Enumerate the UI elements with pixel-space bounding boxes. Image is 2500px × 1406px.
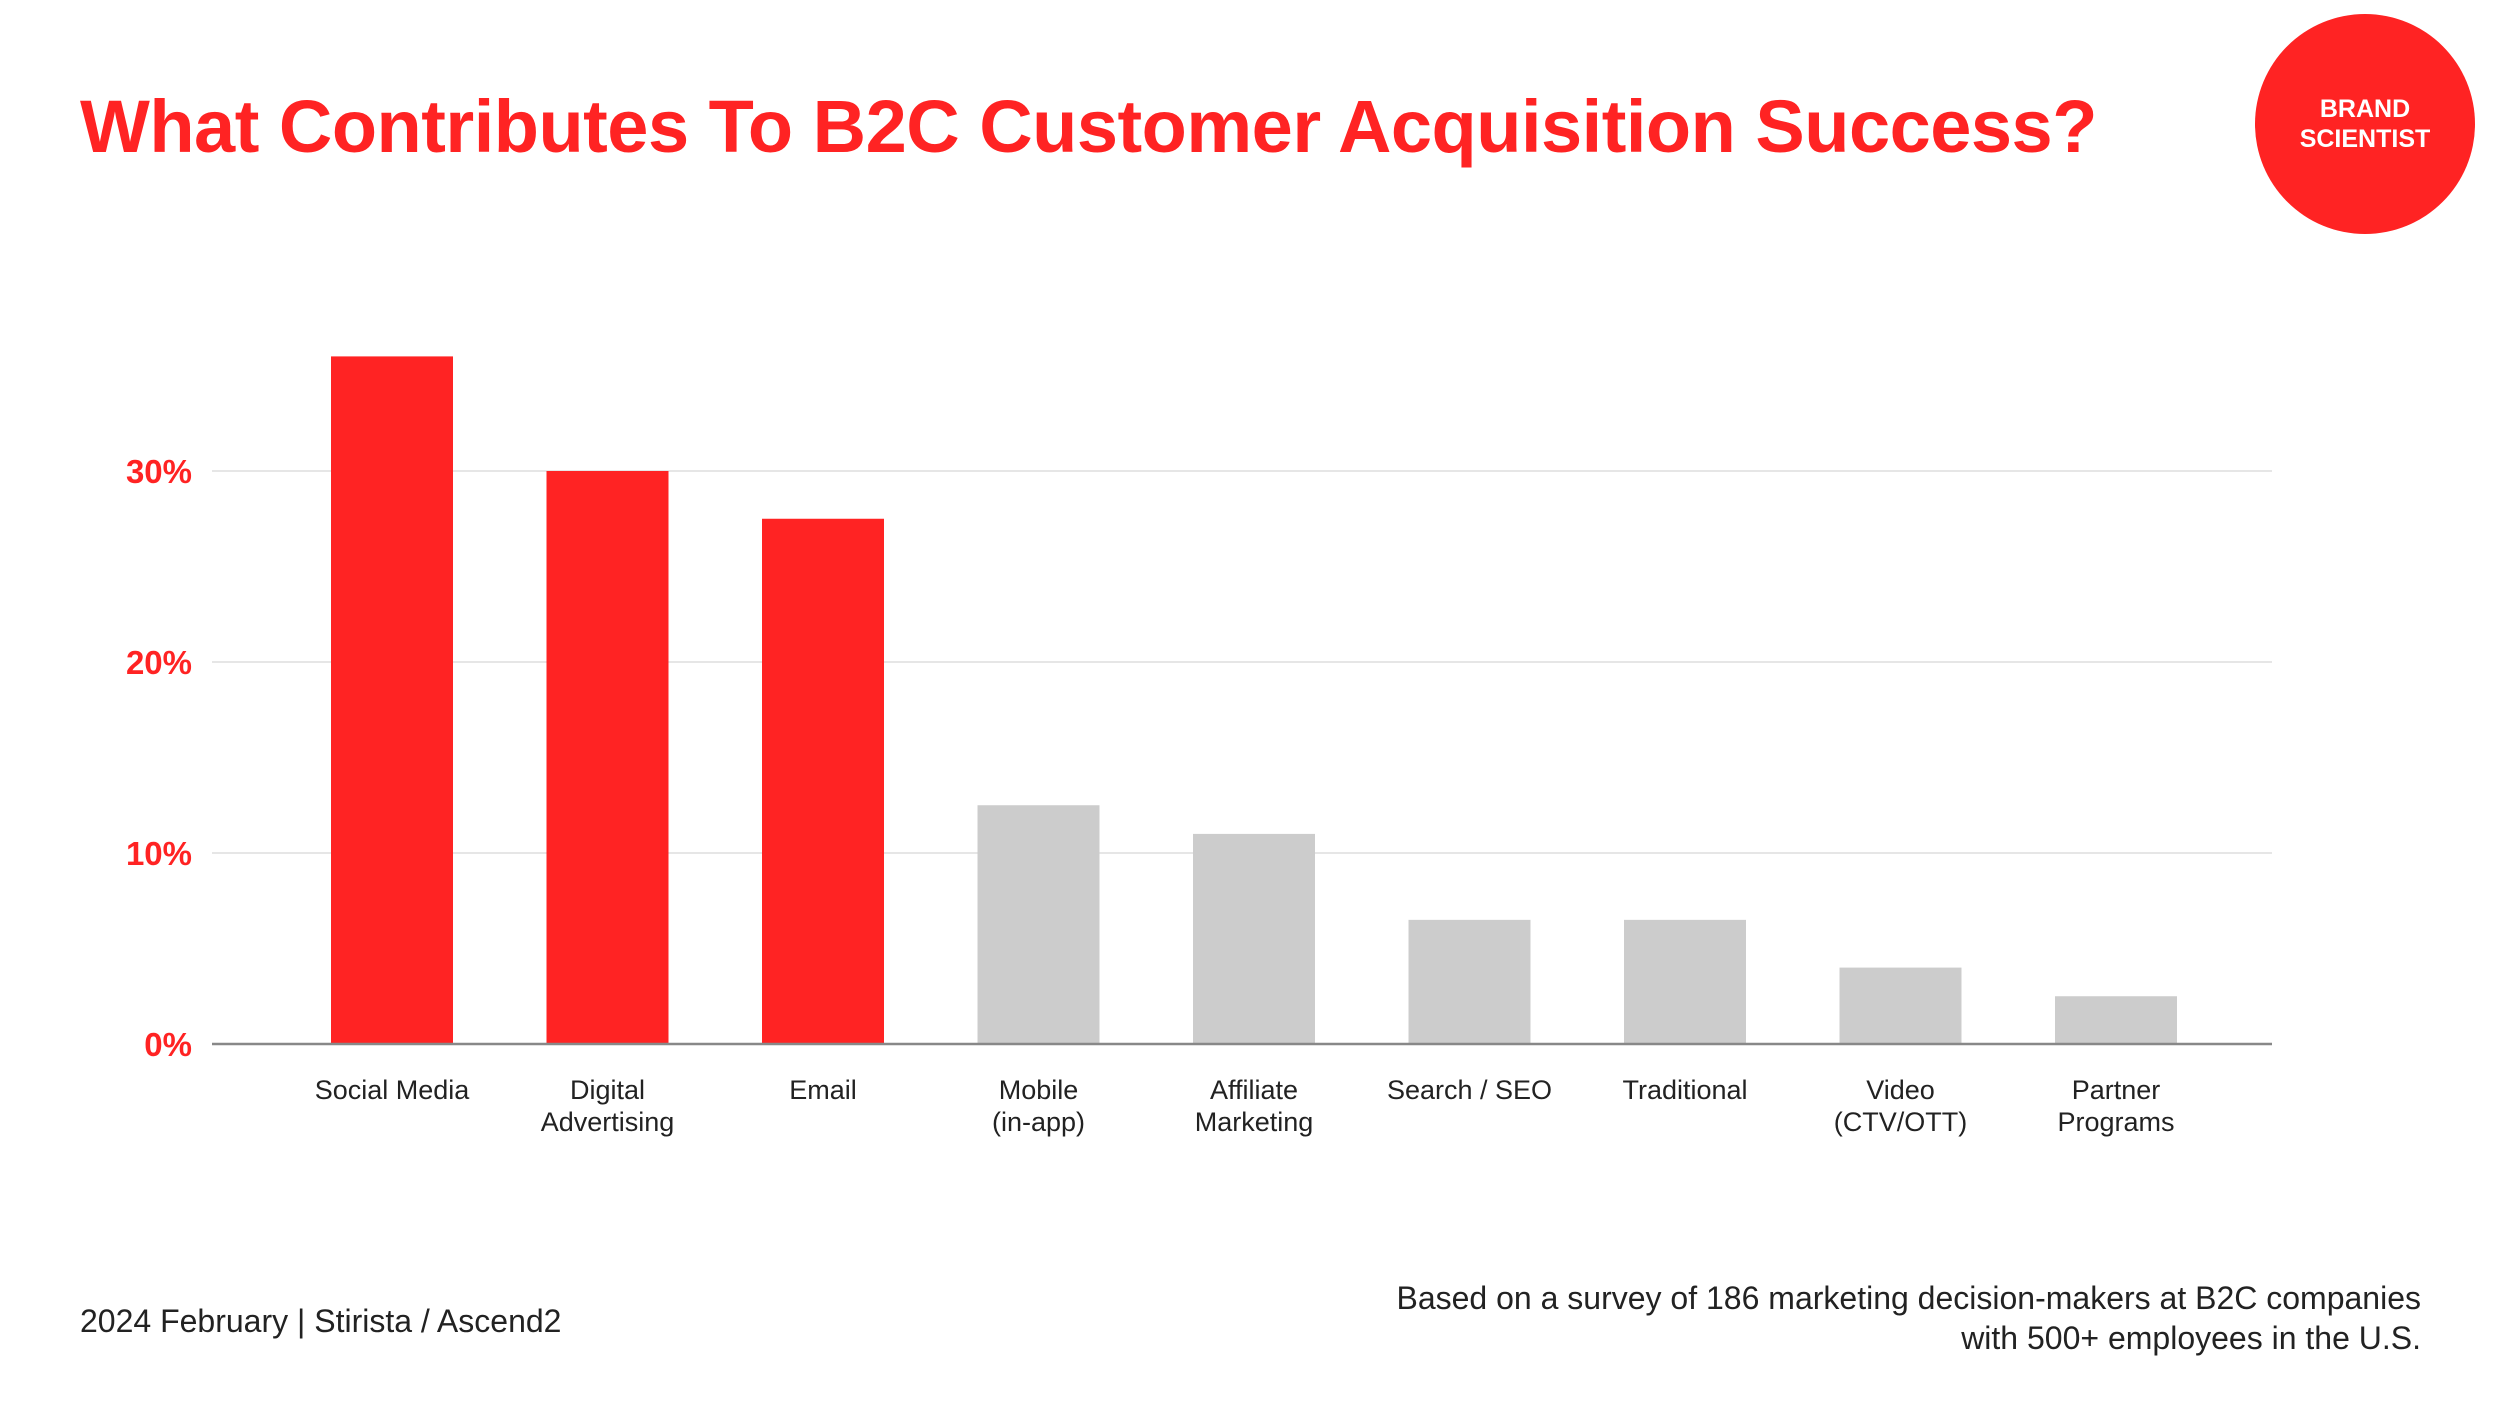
bar bbox=[1193, 833, 1315, 1044]
bar bbox=[977, 805, 1100, 1044]
x-tick-label: Mobile (in-app) bbox=[992, 1075, 1085, 1137]
survey-note: Based on a survey of 186 marketing decis… bbox=[1396, 1278, 2421, 1358]
y-tick-labels: 0% 10% 20% 30% bbox=[126, 453, 192, 1063]
bar bbox=[546, 471, 669, 1044]
logo-line-1: BRAND bbox=[2319, 95, 2411, 123]
x-tick-label: Social Media bbox=[315, 1075, 471, 1105]
x-tick-label-line: Marketing bbox=[1195, 1107, 1314, 1137]
x-tick-label-line: (CTV/OTT) bbox=[1834, 1107, 1967, 1137]
bar bbox=[1624, 919, 1746, 1044]
x-tick-label-line: Programs bbox=[2057, 1107, 2174, 1137]
x-tick-labels: Social Media Digital Advertising Email Mobil… bbox=[315, 1075, 2175, 1137]
bar bbox=[1408, 919, 1531, 1044]
x-tick-label-line: Traditional bbox=[1622, 1075, 1747, 1105]
x-tick-label-line: Video bbox=[1866, 1075, 1935, 1105]
y-tick-label: 10% bbox=[126, 835, 192, 872]
x-tick-label: Search / SEO bbox=[1387, 1075, 1552, 1105]
x-tick-label-line: Search / SEO bbox=[1387, 1075, 1552, 1105]
x-tick-label-line: (in-app) bbox=[992, 1107, 1085, 1137]
bars bbox=[331, 356, 2177, 1044]
logo-line-2: SCIENTIST bbox=[2299, 125, 2431, 153]
bar bbox=[762, 518, 884, 1044]
x-tick-label-line: Affiliate bbox=[1210, 1075, 1298, 1105]
x-tick-label-line: Email bbox=[789, 1075, 857, 1105]
y-tick-label: 30% bbox=[126, 453, 192, 490]
x-tick-label-line: Partner bbox=[2072, 1075, 2161, 1105]
y-tick-label: 0% bbox=[144, 1026, 192, 1063]
x-tick-label: Traditional bbox=[1622, 1075, 1747, 1105]
source-note: 2024 February | Stirista / Ascend2 bbox=[80, 1303, 562, 1339]
brand-logo: BRAND SCIENTIST bbox=[2255, 14, 2475, 234]
survey-note-line-1: Based on a survey of 186 marketing decis… bbox=[1396, 1280, 2421, 1316]
x-tick-label-line: Mobile bbox=[999, 1075, 1079, 1105]
x-tick-label-line: Social Media bbox=[315, 1075, 471, 1105]
x-tick-label: Partner Programs bbox=[2057, 1075, 2174, 1137]
page-title: What Contributes To B2C Customer Acquisi… bbox=[80, 85, 2097, 168]
grid-lines bbox=[212, 470, 2272, 854]
x-tick-label: Video (CTV/OTT) bbox=[1834, 1075, 1967, 1137]
x-tick-label-line: Digital bbox=[570, 1075, 645, 1105]
x-tick-label: Digital Advertising bbox=[541, 1075, 675, 1137]
y-tick-label: 20% bbox=[126, 644, 192, 681]
bar bbox=[331, 356, 453, 1044]
x-tick-label: Email bbox=[789, 1075, 857, 1105]
x-tick-label: Affiliate Marketing bbox=[1195, 1075, 1314, 1137]
survey-note-line-2: with 500+ employees in the U.S. bbox=[1961, 1320, 2421, 1356]
bar bbox=[1839, 967, 1962, 1044]
bar bbox=[2055, 996, 2177, 1044]
x-tick-label-line: Advertising bbox=[541, 1107, 675, 1137]
